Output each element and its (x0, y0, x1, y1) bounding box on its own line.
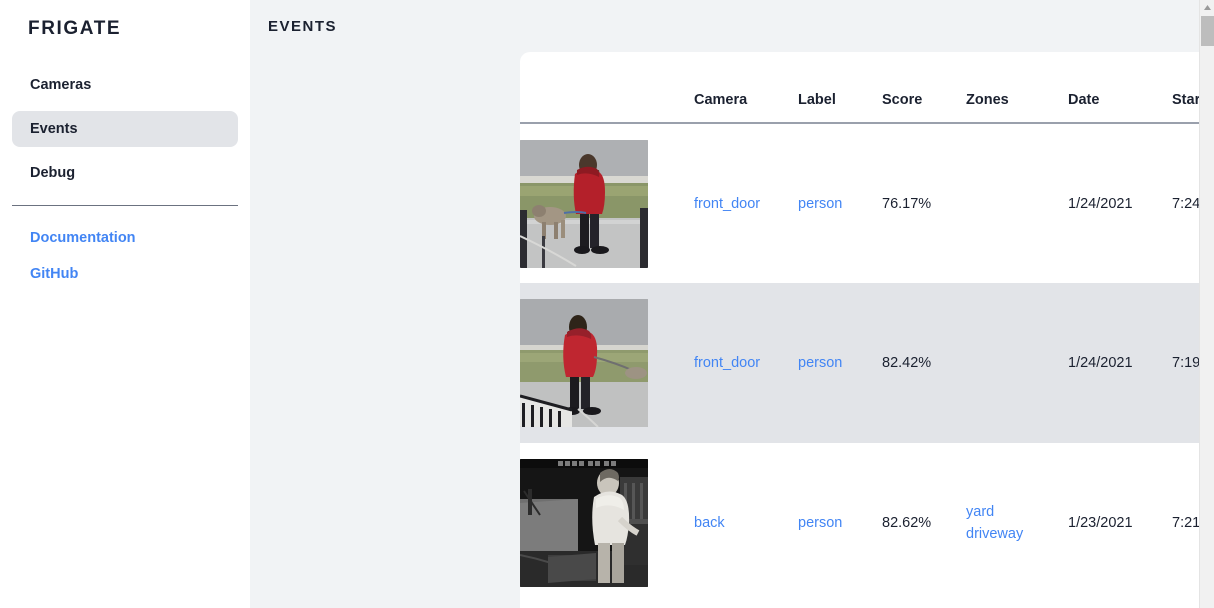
page-title: EVENTS (268, 18, 338, 35)
event-thumbnail-cell[interactable] (520, 283, 694, 443)
column-header-zones: Zones (966, 52, 1068, 124)
main-content: EVENTS Camera Label Score Zones Date Sta… (250, 0, 1214, 608)
label-link[interactable]: person (798, 515, 843, 531)
event-label-cell: person (798, 443, 882, 603)
event-zones-cell (966, 283, 1068, 443)
event-zones-cell (966, 123, 1068, 283)
camera-link[interactable]: back (694, 515, 725, 531)
event-label-cell: person (798, 283, 882, 443)
camera-link[interactable]: front_door (694, 355, 761, 371)
sidebar-nav: Cameras Events Debug (0, 67, 250, 191)
event-date-cell: 1/24/2021 (1068, 355, 1133, 371)
camera-link[interactable]: front_door (694, 195, 761, 212)
events-card: Camera Label Score Zones Date Start End (520, 52, 1214, 608)
event-camera-cell: front_door (694, 283, 798, 443)
event-score-cell: 82.62% (882, 515, 932, 531)
scroll-up-arrow-icon[interactable] (1200, 0, 1214, 15)
event-thumbnail-sidewalk-dog-walker[interactable] (520, 299, 648, 427)
sidebar-link-documentation[interactable]: Documentation (12, 220, 238, 256)
column-header-date: Date (1068, 52, 1172, 124)
event-date-cell: 1/24/2021 (1068, 195, 1133, 212)
table-row[interactable]: front_door person 82.42% 1/24/2021 7:19:… (520, 283, 1214, 443)
column-header-label: Label (798, 52, 882, 124)
column-header-thumbnail (520, 52, 694, 124)
sidebar-item-label: Debug (30, 164, 76, 181)
sidebar-link-label: Documentation (30, 229, 136, 246)
table-header-row: Camera Label Score Zones Date Start End (520, 52, 1214, 124)
label-link[interactable]: person (798, 355, 843, 371)
event-thumbnail-cell[interactable] (520, 123, 694, 283)
events-table-head: Camera Label Score Zones Date Start End (520, 52, 1214, 124)
zone-link[interactable]: driveway (966, 526, 1024, 542)
column-header-camera: Camera (694, 52, 798, 124)
sidebar-link-label: GitHub (30, 265, 79, 282)
vertical-scrollbar[interactable] (1199, 0, 1214, 608)
event-thumbnail-daytime-dog-walker[interactable] (520, 139, 648, 268)
sidebar-item-debug[interactable]: Debug (12, 155, 238, 191)
event-score-cell: 82.42% (882, 355, 932, 371)
app-brand-title: FRIGATE (28, 18, 122, 39)
event-thumbnail-night-vision-porch[interactable] (520, 459, 648, 587)
scrollbar-thumb[interactable] (1201, 16, 1214, 46)
sidebar-item-label: Cameras (30, 76, 92, 93)
label-link[interactable]: person (798, 195, 843, 212)
events-table-body: front_door person 76.17% 1/24/2021 7:24:… (520, 123, 1214, 603)
table-row[interactable]: back person 82.62% yard driveway 1/ (520, 443, 1214, 603)
table-row[interactable]: front_door person 76.17% 1/24/2021 7:24:… (520, 123, 1214, 283)
event-date-cell: 1/23/2021 (1068, 515, 1133, 531)
column-header-score: Score (882, 52, 966, 124)
event-camera-cell: front_door (694, 123, 798, 283)
sidebar-link-github[interactable]: GitHub (12, 256, 238, 292)
event-camera-cell: back (694, 443, 798, 603)
event-thumbnail-cell[interactable] (520, 443, 694, 603)
sidebar: FRIGATE Cameras Events Debug Documentati… (0, 0, 250, 608)
event-label-cell: person (798, 123, 882, 283)
sidebar-item-events[interactable]: Events (12, 110, 238, 147)
event-zones-cell: yard driveway (966, 443, 1068, 603)
sidebar-item-cameras[interactable]: Cameras (12, 67, 238, 103)
events-table: Camera Label Score Zones Date Start End (520, 52, 1214, 603)
sidebar-item-label: Events (30, 120, 78, 137)
event-score-cell: 76.17% (882, 195, 932, 212)
zone-link[interactable]: yard (966, 503, 995, 520)
zones-list: yard driveway (966, 501, 1068, 546)
sidebar-divider (12, 204, 238, 206)
